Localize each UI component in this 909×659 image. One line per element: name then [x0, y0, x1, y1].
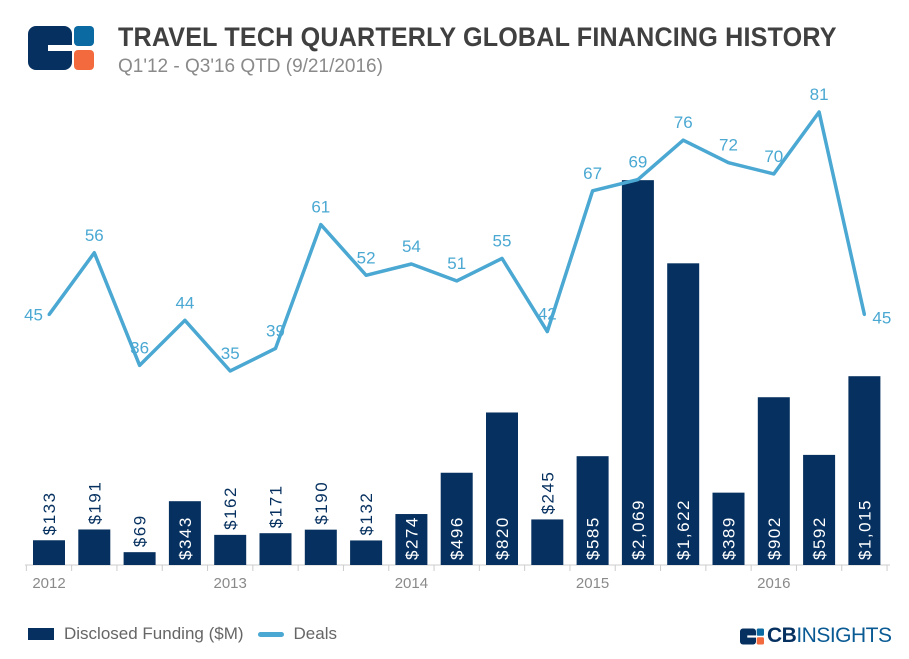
cb-insights-brand: CB INSIGHTS: [740, 624, 892, 648]
deals-data-label: 44: [175, 293, 194, 312]
funding-bar: [123, 552, 156, 565]
deals-point: [772, 172, 776, 176]
brand-insights: INSIGHTS: [796, 624, 892, 647]
deals-point: [183, 318, 187, 322]
funding-data-label: $191: [85, 481, 104, 525]
deals-point: [319, 223, 323, 227]
funding-data-label: $592: [810, 516, 829, 560]
deals-point: [727, 161, 730, 165]
deals-point: [409, 262, 413, 266]
deals-data-label: 56: [85, 226, 104, 245]
funding-data-label: $585: [584, 516, 603, 560]
deals-data-label: 67: [583, 164, 602, 183]
funding-bar: [440, 472, 473, 565]
funding-data-label: $245: [538, 471, 557, 515]
deals-point: [47, 313, 51, 317]
deals-point: [862, 313, 866, 317]
deals-data-label: 45: [872, 309, 891, 328]
funding-data-label: $190: [312, 481, 331, 525]
funding-bar: [803, 454, 836, 565]
deals-data-label: 36: [130, 338, 149, 357]
funding-data-label: $1,015: [855, 499, 874, 560]
funding-bar: [395, 514, 428, 565]
funding-data-label: $389: [720, 516, 739, 560]
cb-logo-icon: [740, 628, 764, 644]
funding-bar: [621, 180, 654, 565]
deals-data-label: 72: [719, 136, 738, 155]
funding-data-label: $902: [765, 516, 784, 560]
deals-data-label: 54: [402, 237, 421, 256]
year-tick-label: 2015: [576, 575, 609, 592]
deals-point: [274, 346, 277, 350]
funding-bar: [712, 492, 745, 565]
year-tick-label: 2013: [214, 575, 247, 592]
funding-data-label: $162: [221, 486, 240, 530]
funding-bar: [214, 534, 247, 565]
deals-data-label: 51: [447, 254, 466, 273]
deals-data-label: 70: [764, 147, 783, 166]
year-tick-label: 2016: [757, 575, 790, 592]
deals-data-label: 55: [493, 231, 512, 250]
funding-bar: [168, 501, 201, 565]
legend-deals-swatch: [257, 631, 284, 637]
deals-point: [138, 363, 142, 367]
deals-point: [545, 330, 549, 334]
deals-point: [92, 251, 96, 255]
deals-point: [364, 273, 368, 277]
deals-point: [817, 110, 821, 114]
legend-funding-label: Disclosed Funding ($M): [64, 624, 244, 643]
chart-subtitle: Q1'12 - Q3'16 QTD (9/21/2016): [118, 56, 383, 77]
funding-data-label: $1,622: [674, 499, 693, 560]
deals-point: [455, 279, 459, 283]
funding-data-label: $69: [131, 514, 150, 547]
chart-title: TRAVEL TECH QUARTERLY GLOBAL FINANCING H…: [118, 22, 837, 52]
deals-data-label: 81: [810, 85, 829, 104]
deals-point: [500, 256, 504, 260]
funding-bar: [304, 529, 337, 565]
deals-point: [681, 138, 685, 142]
year-tick-label: 2014: [395, 575, 428, 592]
deals-line: [47, 110, 867, 373]
deals-data-label: 39: [266, 321, 285, 340]
funding-bar: [78, 529, 111, 565]
funding-bar: [576, 456, 609, 565]
deals-data-label: 35: [221, 344, 240, 363]
deals-data-label: 61: [311, 198, 330, 217]
funding-data-label: $343: [176, 516, 195, 560]
deals-data-label: 45: [24, 306, 43, 325]
year-tick-label: 2012: [32, 575, 65, 592]
funding-bar: [848, 376, 881, 565]
cb-insights-logo: [28, 26, 94, 70]
funding-bar: [757, 397, 790, 565]
funding-data-label: $2,069: [629, 499, 648, 560]
funding-data-label: $496: [448, 516, 467, 560]
deals-data-label: 52: [357, 248, 376, 267]
legend-funding-swatch: [28, 628, 54, 640]
funding-data-label: $820: [493, 516, 512, 560]
funding-data-label: $133: [40, 491, 59, 535]
funding-bar: [259, 533, 292, 565]
deals-data-label: 69: [628, 153, 647, 172]
funding-bar: [486, 412, 518, 565]
funding-bar: [350, 540, 383, 565]
brand-cb: CB: [767, 624, 797, 647]
funding-data-label: $171: [267, 484, 286, 528]
legend-deals-label: Deals: [293, 624, 337, 643]
funding-data-label: $132: [357, 492, 376, 536]
funding-bar: [33, 540, 65, 565]
deals-point: [228, 369, 232, 373]
deals-data-label: 76: [674, 113, 693, 132]
deals-point: [636, 178, 640, 182]
deals-point: [591, 189, 595, 193]
funding-bar: [531, 519, 564, 565]
funding-data-label: $274: [402, 516, 421, 560]
deals-data-label: 42: [538, 305, 557, 324]
legend: Disclosed Funding ($M) Deals: [28, 624, 337, 644]
funding-bar: [667, 263, 700, 565]
